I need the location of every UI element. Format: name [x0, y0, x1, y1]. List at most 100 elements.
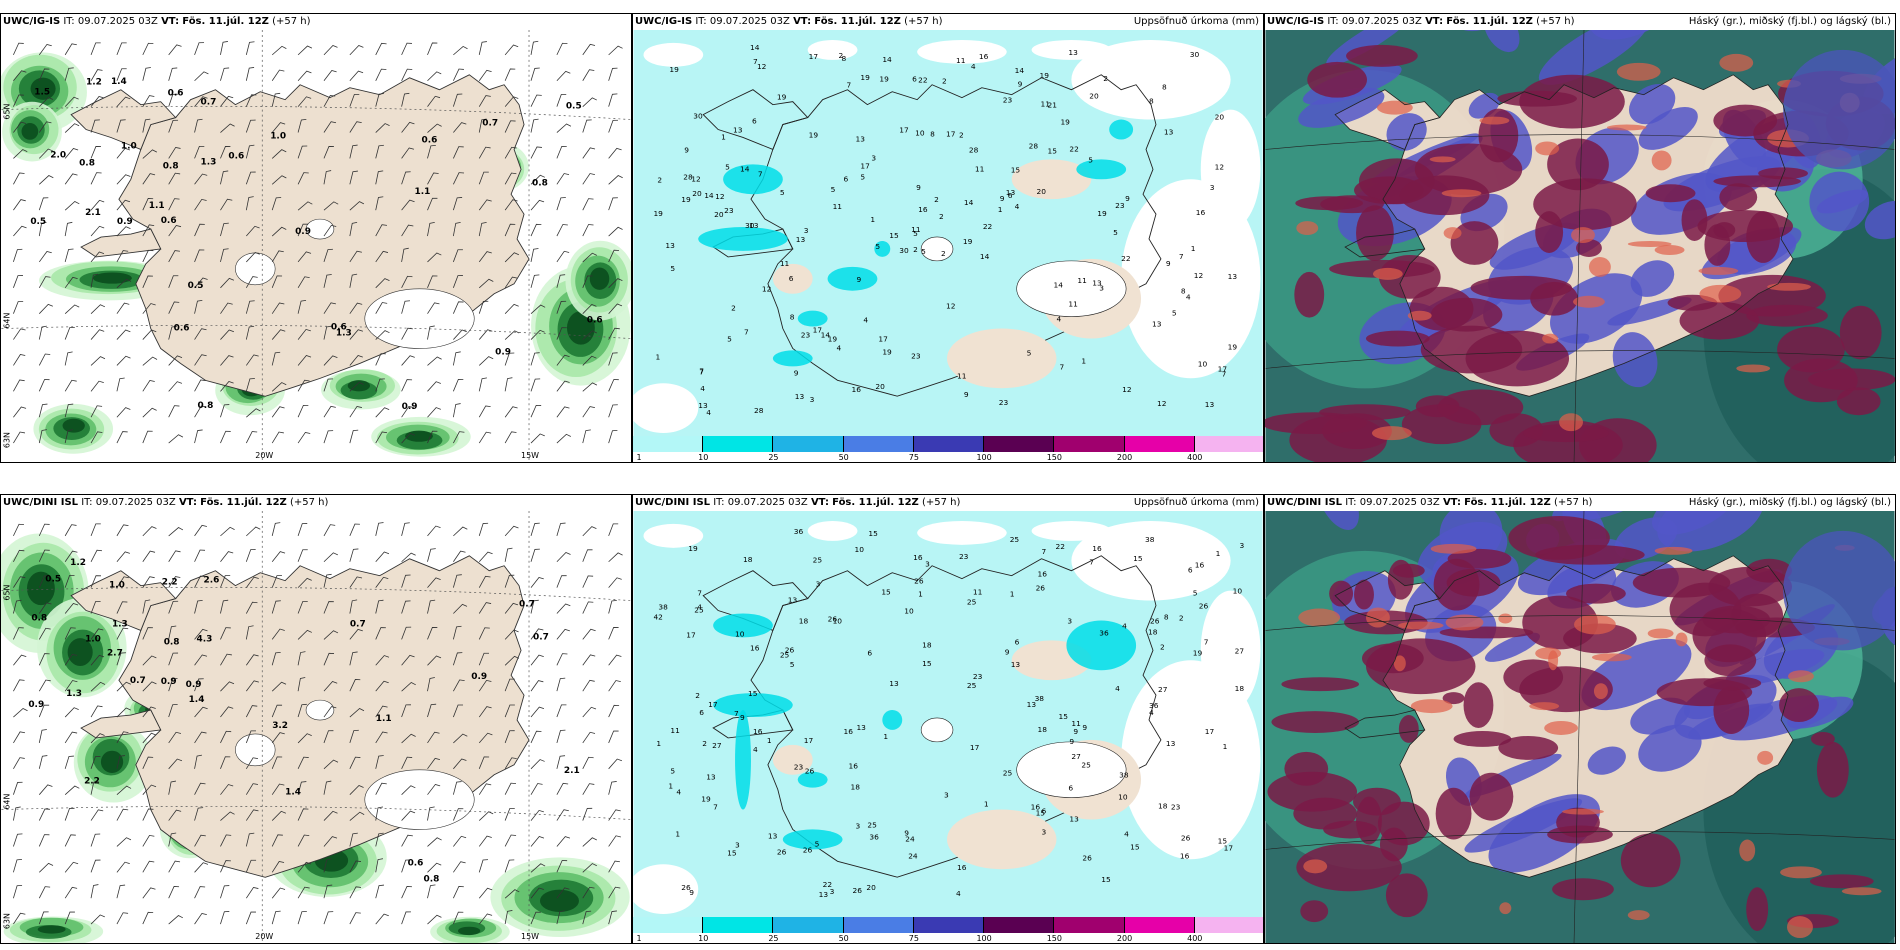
wind-barb [478, 69, 492, 81]
precip-value-label: 8 [1162, 83, 1167, 92]
precip-value-label: 11 [957, 371, 967, 380]
wind-barb [530, 730, 542, 744]
wind-barb [194, 524, 207, 537]
wind-barb [582, 601, 594, 614]
precip-value-label: 3 [925, 560, 930, 569]
wind-barb [245, 67, 255, 81]
wind-barb [401, 275, 413, 288]
precip-value-label: 9 [1073, 727, 1078, 736]
wind-barb [478, 835, 492, 847]
precip-value-label: 17 [1205, 727, 1215, 736]
precip-value-label: 0.8 [198, 401, 214, 411]
wind-barb [116, 377, 125, 392]
precip-value-label: 26 [803, 845, 813, 854]
wind-barb [504, 574, 515, 588]
wind-barb [608, 860, 620, 873]
precip-value-label: 14 [740, 164, 750, 173]
wind-barb [375, 782, 387, 795]
wind-barb [245, 549, 256, 562]
wind-barb [582, 119, 592, 133]
wind-barb [38, 679, 51, 692]
wind-barb [452, 301, 464, 314]
wind-barb [582, 706, 597, 718]
wind-barb [582, 382, 598, 392]
wind-barb [452, 403, 461, 418]
wind-barb [194, 886, 206, 899]
precip-value-label: 2 [913, 245, 918, 254]
wind-barb [245, 757, 259, 770]
precip-value-label: 18 [743, 555, 753, 564]
wind-barb [38, 886, 51, 899]
wind-barb [168, 93, 178, 107]
wind-barb [271, 861, 285, 873]
wind-barb [142, 329, 157, 340]
wind-barb [504, 352, 515, 366]
precip-value-label: 38 [1145, 535, 1155, 544]
precip-value-label: 13 [1205, 400, 1215, 409]
wind-barb [530, 628, 544, 640]
wind-barb [530, 223, 542, 237]
wind-barb [608, 680, 621, 692]
wind-barb [90, 96, 104, 107]
precip-value-label: 0.7 [350, 619, 366, 629]
precip-value-label: 11 [956, 56, 966, 65]
wind-barb [323, 884, 333, 899]
wind-barb [64, 550, 78, 562]
precip-value-label: 17 [946, 129, 956, 138]
wind-barb [116, 226, 131, 237]
precip-value-label: 1 [767, 736, 772, 745]
wind-barb [142, 380, 155, 392]
precip-value-label: 5 [1088, 155, 1093, 164]
wind-barb [349, 70, 364, 82]
wind-barb [13, 354, 26, 366]
wind-barb [194, 575, 206, 588]
wind-barb [375, 680, 389, 692]
wind-barb [297, 834, 310, 847]
wind-barb [39, 862, 54, 873]
precip-value-label: 9 [689, 888, 694, 897]
wind-barb [116, 302, 130, 314]
wind-barb [530, 706, 545, 718]
wind-barb [375, 250, 389, 263]
wind-barb [556, 704, 567, 718]
precip-value-label: 5 [921, 247, 926, 256]
precip-value-label: 0.6 [174, 324, 190, 334]
wind-barb [478, 199, 492, 211]
precip-value-label: 1.2 [70, 558, 86, 568]
wind-barb [90, 431, 103, 444]
wind-barb [246, 576, 259, 588]
wind-barb [194, 628, 208, 640]
precip-value-label: 19 [669, 65, 679, 74]
wind-barb [64, 834, 76, 847]
precip-value-label: 18 [1038, 725, 1048, 734]
wind-barb [375, 224, 388, 237]
wind-barb [323, 810, 338, 821]
wind-barb [401, 121, 415, 133]
wind-barb [556, 42, 568, 56]
precip-value-label: 1.0 [109, 581, 125, 591]
precip-value-label: 2 [1179, 613, 1184, 622]
precip-value-label: 15 [1218, 836, 1228, 845]
precip-value-label: 2.0 [50, 150, 66, 160]
wind-barb [245, 783, 259, 795]
wind-barb [323, 601, 334, 614]
colorbar-swatch [1124, 436, 1195, 452]
wind-barb [90, 42, 101, 56]
wind-barb [556, 250, 570, 263]
wind-barb [478, 652, 489, 666]
wind-barb [168, 860, 181, 873]
wind-barb [90, 356, 106, 366]
wind-barb [349, 355, 363, 366]
lat-label-63n: 63N [2, 432, 11, 448]
wind-barb [349, 144, 358, 159]
lon-label-15w: 15W [521, 451, 539, 460]
precip-value-label: 28 [754, 406, 764, 415]
wind-barb [427, 655, 442, 666]
precip-value-label: 17 [804, 736, 814, 745]
precip-value-label: 36 [794, 527, 804, 536]
precip-value-label: 8 [790, 313, 795, 322]
precip-values: 1341013222316183842361913151626131817252… [653, 527, 1244, 899]
precip-value-label: 4 [706, 408, 711, 417]
wind-barb [375, 576, 389, 588]
wind-barb [323, 325, 332, 340]
